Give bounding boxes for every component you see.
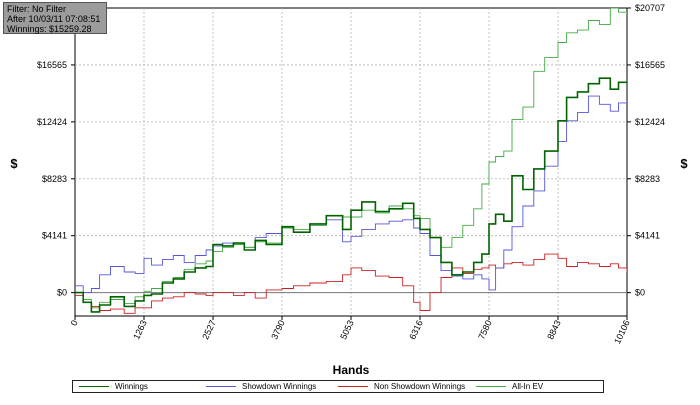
- x-tick-label: 5053: [338, 319, 356, 341]
- y-tick-label-right: $16565: [635, 60, 665, 70]
- date-filter-label: After 10/03/11 07:08:51: [7, 14, 101, 24]
- x-tick-label: 1263: [131, 319, 149, 341]
- total-winnings-label: Winnings: $15259.28: [7, 24, 92, 34]
- chart-legend: Winnings Showdown Winnings Non Showdown …: [72, 380, 604, 393]
- legend-label-non-showdown: Non Showdown Winnings: [374, 382, 466, 391]
- legend-swatch-non-showdown: [338, 386, 368, 387]
- x-tick-label: 6316: [407, 319, 425, 341]
- legend-label-winnings: Winnings: [115, 382, 148, 391]
- series-line-non-showdown-winnings: [75, 253, 627, 314]
- y-tick-label-right: $12424: [635, 117, 665, 127]
- y-tick-label-left: $4141: [42, 231, 67, 241]
- series-line-winnings: [75, 77, 627, 313]
- y-axis-title-left: $: [10, 156, 18, 171]
- series-line-showdown-winnings: [75, 95, 627, 294]
- filter-info-box: Filter: No Filter After 10/03/11 07:08:5…: [3, 2, 107, 34]
- legend-swatch-winnings: [79, 386, 109, 387]
- x-tick-label: 0: [69, 319, 80, 328]
- legend-label-all-in-ev: All-In EV: [512, 382, 544, 391]
- x-tick-label: 7580: [476, 319, 494, 341]
- x-tick-label: 8843: [545, 319, 563, 341]
- legend-swatch-all-in-ev: [476, 386, 506, 387]
- y-tick-label-right: $20707: [635, 3, 665, 13]
- y-tick-label-right: $8283: [635, 174, 660, 184]
- x-tick-label: 10106: [612, 319, 632, 346]
- y-tick-label-right: $4141: [635, 231, 660, 241]
- y-tick-label-left: $16565: [37, 60, 67, 70]
- legend-swatch-showdown: [206, 386, 236, 387]
- y-tick-label-left: $0: [57, 288, 67, 298]
- y-tick-label-left: $12424: [37, 117, 67, 127]
- x-tick-label: 2527: [200, 319, 218, 341]
- y-axis-title-right: $: [680, 156, 688, 171]
- y-tick-label-left: $8283: [42, 174, 67, 184]
- y-tick-label-right: $0: [635, 288, 645, 298]
- legend-label-showdown: Showdown Winnings: [242, 382, 317, 391]
- x-tick-label: 3790: [269, 319, 287, 341]
- x-axis-title: Hands: [333, 363, 370, 377]
- filter-label: Filter: No Filter: [7, 4, 67, 14]
